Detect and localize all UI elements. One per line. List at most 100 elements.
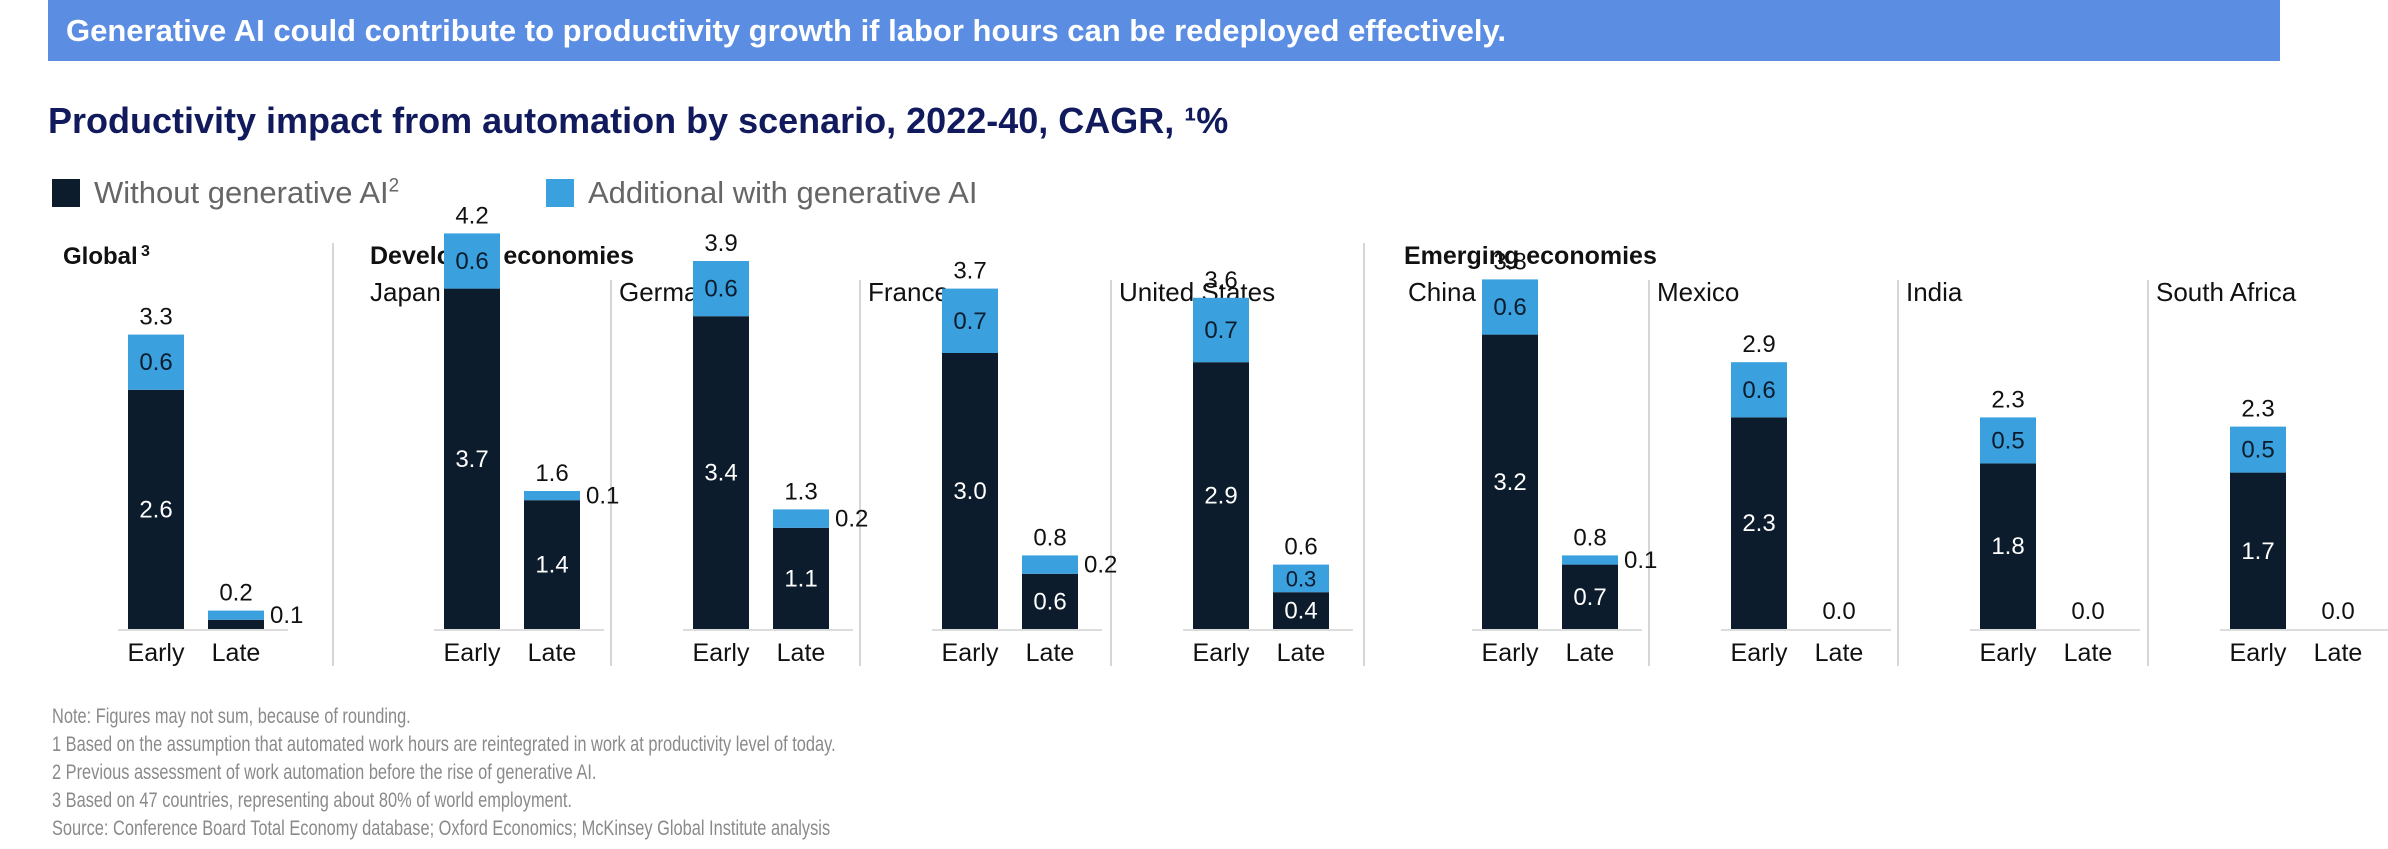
bar-additional-china-early [1482,279,1538,335]
base-value-united-states-late: 0.4 [1284,598,1317,625]
total-label-china-late: 0.8 [1573,524,1606,551]
total-label-south-africa-late: 0.0 [2321,598,2354,625]
legend-swatch-without-ai [52,179,80,207]
category-label-united-states-late: Late [1277,639,1326,667]
category-label-germany-early: Early [693,639,750,667]
bar-additional-germany-early [693,261,749,317]
total-label-japan-early: 4.2 [455,202,488,229]
base-value-mexico-early: 2.3 [1742,510,1775,537]
additional-value-south-africa-early: 0.5 [2241,437,2274,464]
total-label-france-late: 0.8 [1033,524,1066,551]
bar-base-china-early [1482,334,1538,629]
bar-additional-france-early [942,288,998,353]
bar-base-china-late [1562,564,1618,629]
bar-additional-china-late [1562,555,1618,565]
bar-base-india-early [1980,463,2036,629]
banner-text: Generative AI could contribute to produc… [66,13,1507,48]
bar-base-germany-early [693,316,749,629]
country-label-south-africa: South Africa [2156,277,2297,307]
total-label-germany-early: 3.9 [704,230,737,257]
base-value-china-early: 3.2 [1493,469,1526,496]
bar-base-global-early [128,389,184,629]
total-label-mexico-early: 2.9 [1742,331,1775,358]
additional-value-france-early: 0.7 [953,308,986,335]
additional-value-china-late: 0.1 [1624,547,1657,574]
additional-value-global-late: 0.1 [270,602,303,629]
bar-additional-global-late [208,610,264,620]
group-header-global: Global [63,243,138,270]
category-label-france-late: Late [1026,639,1075,667]
base-value-china-late: 0.7 [1573,584,1606,611]
bar-base-france-early [942,353,998,629]
additional-value-mexico-early: 0.6 [1742,377,1775,404]
category-label-mexico-early: Early [1731,639,1788,667]
region-header-emerging: Emerging economies [1404,242,1657,270]
legend-item-without-ai: Without generative AI2 [52,175,399,211]
category-label-japan-late: Late [528,639,577,667]
footnote-3: 3 Based on 47 countries, representing ab… [52,789,572,812]
total-label-united-states-early: 3.6 [1204,267,1237,294]
base-value-japan-late: 1.4 [535,552,568,579]
legend-item-additional-ai: Additional with generative AI [546,175,977,211]
base-value-japan-early: 3.7 [455,446,488,473]
total-label-japan-late: 1.6 [535,460,568,487]
bar-base-france-late [1022,573,1078,629]
bar-additional-united-states-early [1193,297,1249,363]
base-value-germany-late: 1.1 [784,565,817,592]
header-banner [48,0,2280,61]
total-label-france-early: 3.7 [953,258,986,285]
bar-additional-japan-early [444,233,500,289]
bar-base-germany-late [773,527,829,629]
total-label-mexico-late: 0.0 [1822,598,1855,625]
base-value-south-africa-early: 1.7 [2241,538,2274,565]
total-label-global-early: 3.3 [139,304,172,331]
country-label-mexico: Mexico [1657,277,1739,307]
bar-base-japan-early [444,288,500,629]
legend-label-additional-ai: Additional with generative AI [588,175,978,210]
footnotes: Note: Figures may not sum, because of ro… [52,703,836,843]
category-label-china-early: Early [1482,639,1539,667]
region-header-developed: Developed economies [370,242,634,270]
additional-value-japan-early: 0.6 [455,248,488,275]
footnote-2: 2 Previous assessment of work automation… [52,761,597,784]
bar-additional-mexico-early [1731,362,1787,418]
category-label-china-late: Late [1566,639,1615,667]
total-label-south-africa-early: 2.3 [2241,396,2274,423]
country-label-india: India [1906,277,1963,307]
category-label-germany-late: Late [777,639,826,667]
bar-base-united-states-late [1273,592,1329,629]
country-label-france: France [868,277,949,307]
category-label-global-early: Early [128,639,185,667]
total-label-global-late: 0.2 [219,580,252,607]
category-label-france-early: Early [942,639,999,667]
bar-base-mexico-early [1731,417,1787,629]
source-note: Source: Conference Board Total Economy d… [52,817,831,840]
additional-value-germany-late: 0.2 [835,506,868,533]
bar-base-japan-late [524,500,580,629]
note-rounding: Note: Figures may not sum, because of ro… [52,705,411,728]
legend-label-without-ai: Without generative AI2 [94,175,400,210]
bar-base-south-africa-early [2230,472,2286,629]
additional-value-france-late: 0.2 [1084,552,1117,579]
category-label-south-africa-late: Late [2314,639,2363,667]
base-value-united-states-early: 2.9 [1204,483,1237,510]
bar-additional-japan-late [524,491,580,501]
country-label-china: China [1408,277,1476,307]
footnote-1: 1 Based on the assumption that automated… [52,733,836,756]
base-value-global-early: 2.6 [139,496,172,523]
additional-value-united-states-late: 0.3 [1286,566,1317,591]
category-label-global-late: Late [212,639,261,667]
country-label-japan: Japan [370,277,441,307]
base-value-france-early: 3.0 [953,478,986,505]
total-label-germany-late: 1.3 [784,478,817,505]
category-label-south-africa-early: Early [2230,639,2287,667]
bar-additional-united-states-late [1273,564,1329,593]
category-label-india-early: Early [1980,639,2037,667]
bar-additional-south-africa-early [2230,426,2286,473]
bar-additional-france-late [1022,555,1078,574]
category-label-japan-early: Early [444,639,501,667]
additional-value-india-early: 0.5 [1991,427,2024,454]
base-value-india-early: 1.8 [1991,533,2024,560]
total-label-united-states-late: 0.6 [1284,534,1317,561]
